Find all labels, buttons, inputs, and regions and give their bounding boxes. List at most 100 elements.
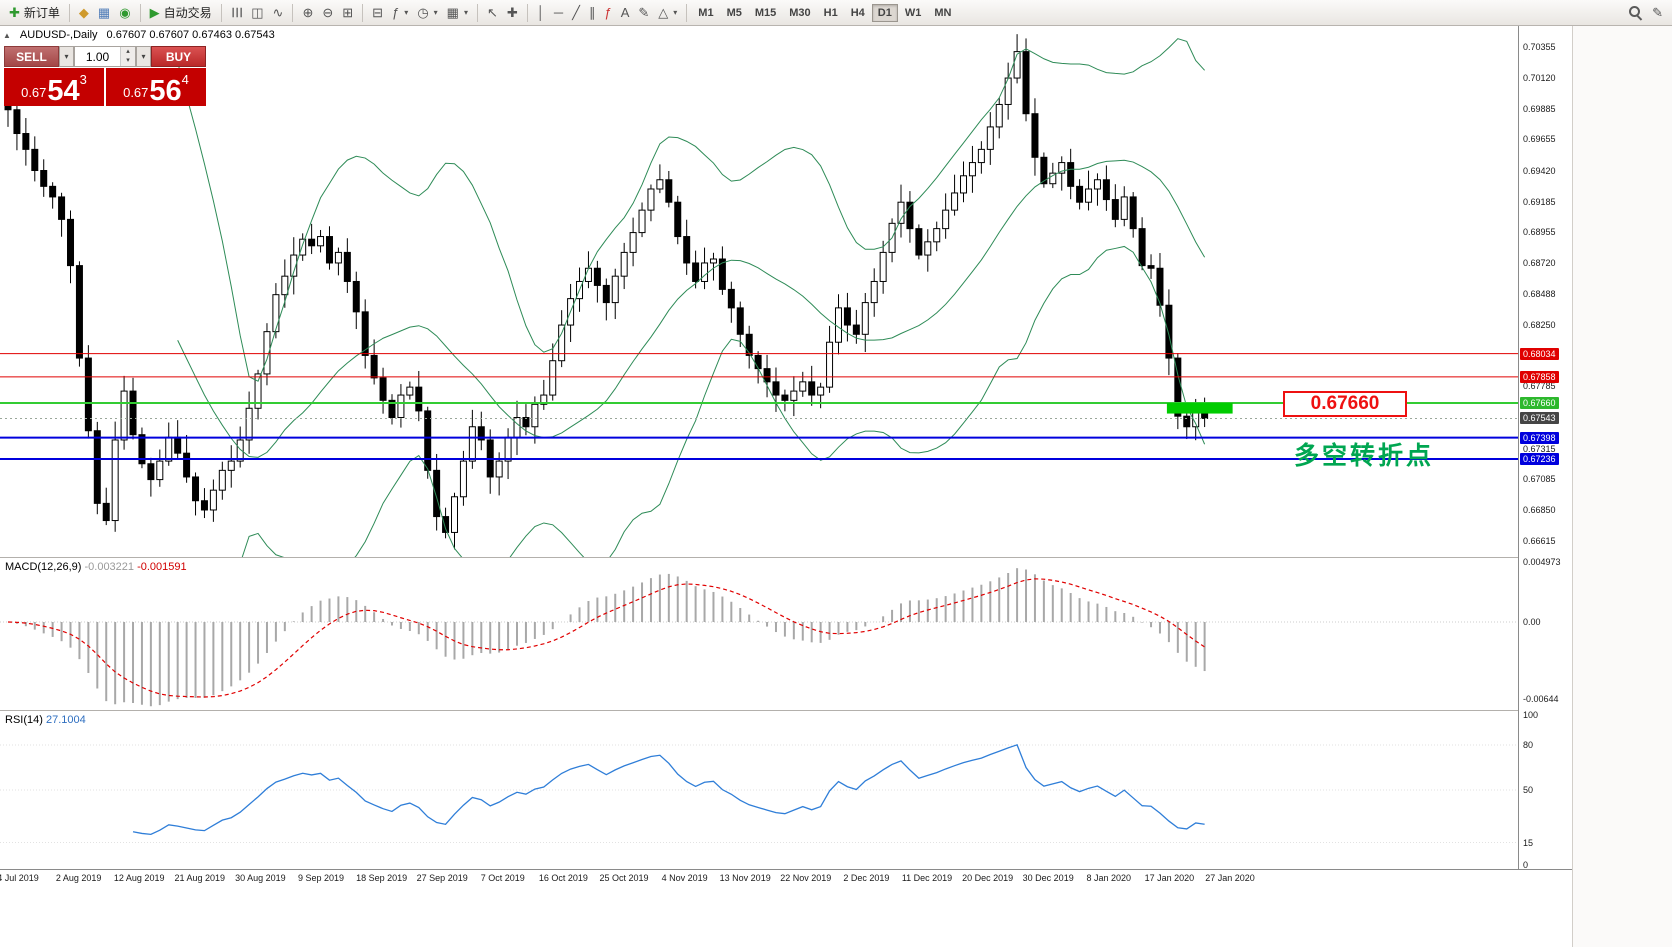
date-axis-label: 4 Jul 2019	[0, 873, 39, 883]
horizontal-line-button[interactable]: ─	[550, 3, 567, 23]
trendline-button[interactable]: ╱	[568, 3, 584, 23]
macd-label: MACD(12,26,9)	[5, 561, 82, 573]
autotrading-icon: ▶	[149, 5, 160, 20]
dropdown-arrow-icon: ▾	[463, 8, 468, 17]
timeframe-w1-button[interactable]: W1	[899, 4, 928, 22]
macd-main-value: -0.003221	[84, 561, 135, 573]
date-axis-label: 4 Nov 2019	[661, 873, 708, 883]
time-axis[interactable]: 4 Jul 2019 2 Aug 2019 12 Aug 2019 21 Aug 20…	[0, 869, 1572, 886]
timeframe-mn-button[interactable]: MN	[928, 4, 957, 22]
date-axis-label: 27 Sep 2019	[416, 873, 468, 883]
vertical-line-button[interactable]: │	[533, 3, 549, 23]
date-axis-label: 12 Aug 2019	[113, 873, 165, 883]
price-axis-label: 0.68955	[1523, 226, 1556, 237]
new-order-button[interactable]: ✚ 新订单	[5, 3, 64, 23]
indicators-icon: ƒ	[392, 5, 400, 20]
buy-dropdown-button[interactable]: ▾	[136, 46, 151, 67]
candlestick-icon: ◫	[251, 5, 264, 20]
pane-separator[interactable]	[0, 557, 1572, 558]
date-axis-label: 30 Dec 2019	[1022, 873, 1074, 883]
bar-chart-button[interactable]: ☰	[227, 3, 247, 23]
price-callout-box[interactable]: 0.67660	[1283, 391, 1407, 417]
navigator-button[interactable]: ◉	[115, 3, 134, 23]
toolbar-separator	[362, 3, 364, 22]
timeframe-h4-button[interactable]: H4	[845, 4, 871, 22]
sell-price-display[interactable]: 0.67 54 3	[4, 68, 104, 106]
market-watch-button[interactable]: ◆	[75, 3, 93, 23]
current-price-tag: 0.67543	[1520, 412, 1559, 425]
main-chart-canvas[interactable]	[0, 26, 1518, 557]
sell-button[interactable]: SELL	[4, 46, 59, 67]
timeframe-d1-button[interactable]: D1	[871, 3, 898, 22]
cursor-button[interactable]: ↖	[483, 3, 502, 23]
sell-dropdown-button[interactable]: ▾	[59, 46, 74, 67]
price-level-tag: 0.67660	[1520, 396, 1559, 409]
timeframe-m15-button[interactable]: M15	[749, 4, 782, 22]
price-axis-label: 0.68720	[1523, 257, 1556, 268]
trendline-icon: ╱	[572, 5, 580, 20]
tile-windows-button[interactable]: ⊟	[368, 3, 387, 23]
grid-button[interactable]: ⊞	[338, 3, 357, 23]
indicators-dropdown-button[interactable]: ƒ ▾	[388, 3, 412, 23]
rsi-axis-label: 80	[1523, 740, 1534, 750]
volume-input[interactable]	[75, 47, 120, 66]
sell-price-pip: 3	[79, 72, 87, 87]
templates-dropdown-button[interactable]: ▦ ▾	[443, 3, 472, 23]
dropdown-arrow-icon: ▾	[433, 8, 438, 17]
label-tool-icon: ✎	[638, 5, 650, 20]
date-axis-label: 9 Sep 2019	[297, 873, 345, 883]
shapes-dropdown-button[interactable]: △ ▾	[654, 3, 681, 23]
chart-window[interactable]: 0.70355 0.70120 0.69885 0.69655 0.69420 0.691…	[0, 26, 1572, 886]
buy-price-big: 56	[149, 75, 182, 108]
grid-icon: ⊞	[342, 5, 354, 20]
toolbar-separator	[686, 3, 688, 22]
price-axis-label: 0.69185	[1523, 196, 1556, 207]
autotrading-button[interactable]: ▶ 自动交易	[146, 3, 216, 23]
volume-up-icon[interactable]: ▴	[126, 48, 130, 56]
toolbar-separator	[526, 3, 528, 22]
toolbar-separator	[139, 3, 141, 22]
timeframe-m30-button[interactable]: M30	[783, 4, 816, 22]
volume-down-icon[interactable]: ▾	[126, 56, 130, 64]
text-tool-button[interactable]: A	[617, 3, 634, 23]
label-tool-button[interactable]: ✎	[634, 3, 653, 23]
buy-button[interactable]: BUY	[151, 46, 206, 67]
shapes-icon: △	[658, 5, 669, 20]
date-axis-label: 30 Aug 2019	[235, 873, 286, 883]
volume-stepper[interactable]: ▴ ▾	[120, 47, 135, 66]
buy-price-prefix: 0.67	[123, 85, 149, 100]
zoom-out-button[interactable]: ⊖	[318, 3, 337, 23]
chart-header: ▲ AUDUSD-,Daily 0.67607 0.67607 0.67463 …	[3, 29, 275, 41]
periods-icon: ◷	[417, 5, 429, 20]
macd-axis-label: -0.00644	[1523, 694, 1559, 705]
channel-button[interactable]: ∥	[585, 3, 600, 23]
zoom-in-button[interactable]: ⊕	[298, 3, 317, 23]
line-chart-button[interactable]: ∿	[269, 3, 288, 23]
search-button[interactable]	[1624, 3, 1647, 23]
crosshair-icon: ✚	[506, 5, 518, 20]
one-click-toggle-icon[interactable]: ▲	[3, 30, 11, 40]
timeframe-m5-button[interactable]: M5	[721, 4, 748, 22]
rsi-pane-canvas[interactable]	[0, 711, 1518, 869]
pane-separator[interactable]	[0, 710, 1572, 711]
timeframe-m1-button[interactable]: M1	[692, 4, 719, 22]
buy-price-display[interactable]: 0.67 56 4	[106, 68, 206, 106]
sell-price-big: 54	[47, 75, 80, 108]
price-axis[interactable]: 0.70355 0.70120 0.69885 0.69655 0.69420 0.691…	[1518, 26, 1572, 870]
price-level-tag: 0.67398	[1520, 431, 1559, 444]
workspace-background	[0, 886, 1572, 947]
chart-symbol-period: AUDUSD-,Daily	[19, 29, 98, 41]
periods-dropdown-button[interactable]: ◷ ▾	[413, 3, 441, 23]
fibonacci-button[interactable]: ƒ	[600, 3, 615, 23]
candlestick-chart-button[interactable]: ◫	[247, 3, 267, 23]
feedback-button[interactable]: ✎	[1648, 3, 1667, 23]
toolbar-separator	[476, 3, 478, 22]
date-axis-label: 8 Jan 2020	[1086, 873, 1132, 883]
price-axis-label: 0.68250	[1523, 320, 1556, 331]
timeframe-h1-button[interactable]: H1	[818, 4, 844, 22]
crosshair-button[interactable]: ✚	[503, 3, 522, 23]
date-axis-label: 20 Dec 2019	[962, 873, 1014, 883]
macd-pane-canvas[interactable]	[0, 558, 1518, 710]
bar-chart-icon: ☰	[228, 6, 244, 19]
data-window-button[interactable]: ▦	[94, 3, 114, 23]
